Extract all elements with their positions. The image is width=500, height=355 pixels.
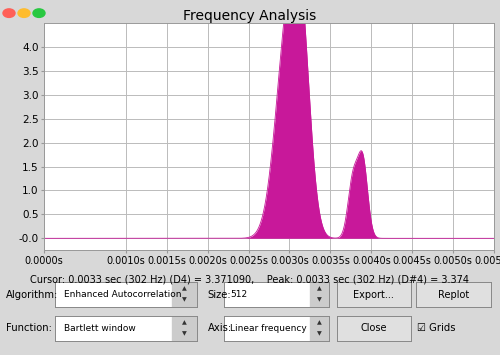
- Text: ☑ Grids: ☑ Grids: [417, 323, 456, 333]
- Text: ▼: ▼: [182, 331, 187, 336]
- Text: ▼: ▼: [182, 297, 187, 302]
- Bar: [310, 282, 329, 307]
- Text: ▼: ▼: [317, 331, 322, 336]
- Text: Replot: Replot: [438, 290, 469, 300]
- Text: Function:: Function:: [6, 323, 52, 333]
- Bar: [310, 316, 329, 341]
- Text: ▲: ▲: [182, 321, 187, 326]
- Text: Close: Close: [360, 323, 387, 333]
- Text: Cursor: 0.0033 sec (302 Hz) (D4) = 3.371090,    Peak: 0.0033 sec (302 Hz) (D#4) : Cursor: 0.0033 sec (302 Hz) (D4) = 3.371…: [30, 274, 469, 284]
- Text: ▲: ▲: [317, 287, 322, 292]
- Text: Size:: Size:: [208, 290, 231, 300]
- Text: Frequency Analysis: Frequency Analysis: [184, 9, 316, 23]
- Text: Axis:: Axis:: [208, 323, 232, 333]
- Text: ▼: ▼: [317, 297, 322, 302]
- Bar: [172, 316, 198, 341]
- Text: ▲: ▲: [182, 287, 187, 292]
- Text: ▲: ▲: [317, 321, 322, 326]
- Text: Bartlett window: Bartlett window: [64, 324, 136, 333]
- Text: Linear frequency: Linear frequency: [230, 324, 307, 333]
- Bar: [172, 282, 198, 307]
- Text: Enhanced Autocorrelation: Enhanced Autocorrelation: [64, 290, 181, 299]
- Text: 512: 512: [230, 290, 248, 299]
- Text: Algorithm:: Algorithm:: [6, 290, 58, 300]
- Text: Export...: Export...: [353, 290, 394, 300]
